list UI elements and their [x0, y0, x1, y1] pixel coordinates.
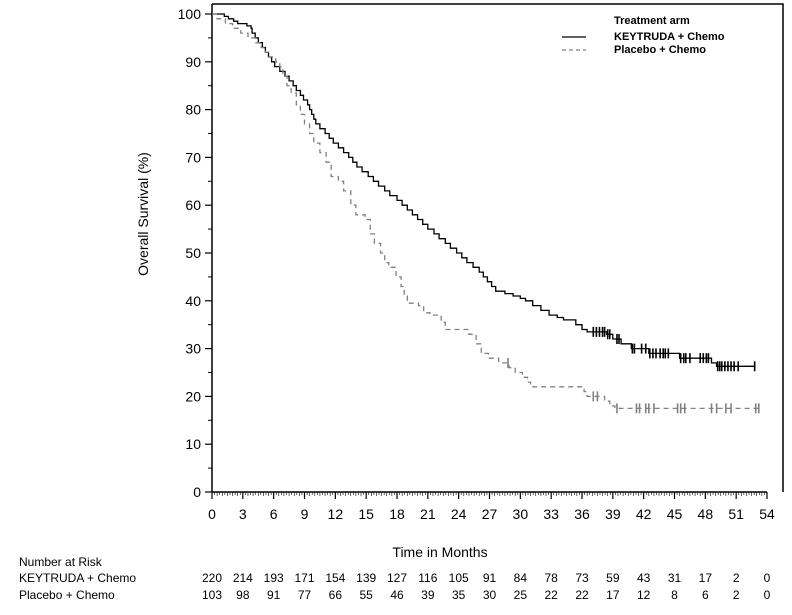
risk-value-placebo: 30: [483, 588, 497, 602]
x-tick-label: 15: [358, 506, 374, 522]
censor-marks: [507, 326, 760, 414]
x-tick-label: 45: [667, 506, 683, 522]
y-axis: 0 10 20 30 40 50 60 70 80 90 100: [178, 6, 212, 500]
x-tick-label: 39: [605, 506, 621, 522]
risk-values: 220 214 193 171 154 139 127 116 105 91 84 78 73 59 43 3…: [202, 571, 771, 602]
x-tick-label: 42: [636, 506, 652, 522]
risk-value-placebo: 66: [329, 588, 343, 602]
x-tick-label: 54: [759, 506, 775, 522]
x-tick-label: 21: [420, 506, 436, 522]
risk-value-keytruda: 220: [202, 571, 222, 585]
risk-value-keytruda: 127: [387, 571, 407, 585]
risk-value-placebo: 98: [236, 588, 250, 602]
risk-value-placebo: 39: [421, 588, 435, 602]
y-axis-title: Overall Survival (%): [135, 152, 151, 276]
risk-value-keytruda: 17: [699, 571, 713, 585]
risk-value-placebo: 2: [733, 588, 740, 602]
y-tick-label: 10: [185, 436, 201, 452]
y-tick-label: 0: [193, 484, 201, 500]
risk-value-keytruda: 0: [764, 571, 771, 585]
risk-value-placebo: 35: [452, 588, 466, 602]
risk-value-keytruda: 154: [325, 571, 345, 585]
plot-border: [212, 3, 784, 492]
x-tick-label: 9: [301, 506, 309, 522]
risk-value-placebo: 103: [202, 588, 222, 602]
risk-value-placebo: 0: [764, 588, 771, 602]
x-tick-label: 24: [451, 506, 467, 522]
survival-curves: [212, 13, 759, 410]
risk-value-keytruda: 78: [544, 571, 558, 585]
risk-value-keytruda: 214: [233, 571, 253, 585]
risk-value-keytruda: 171: [294, 571, 314, 585]
risk-value-placebo: 55: [359, 588, 373, 602]
y-tick-label: 80: [185, 102, 201, 118]
number-at-risk-table: Number at Risk KEYTRUDA + Chemo Placebo …: [19, 555, 771, 602]
risk-value-keytruda: 116: [418, 571, 437, 585]
risk-value-keytruda: 84: [514, 571, 528, 585]
legend-label-keytruda: KEYTRUDA + Chemo: [614, 31, 725, 43]
x-tick-label: 36: [574, 506, 590, 522]
y-tick-label: 100: [178, 6, 202, 22]
risk-value-keytruda: 73: [575, 571, 589, 585]
legend-label-placebo: Placebo + Chemo: [614, 44, 706, 56]
risk-value-keytruda: 105: [449, 571, 469, 585]
legend-title: Treatment arm: [614, 15, 690, 27]
risk-value-placebo: 8: [671, 588, 678, 602]
survival-curve-placebo: [212, 13, 759, 410]
survival-curve-keytruda: [212, 13, 755, 367]
legend: Treatment arm KEYTRUDA + Chemo Placebo +…: [562, 15, 725, 56]
x-axis-title: Time in Months: [392, 544, 487, 560]
x-tick-label: 18: [389, 506, 405, 522]
risk-value-keytruda: 91: [483, 571, 497, 585]
x-tick-label: 0: [208, 506, 216, 522]
risk-value-keytruda: 193: [264, 571, 284, 585]
risk-value-keytruda: 43: [637, 571, 651, 585]
y-tick-label: 60: [185, 197, 201, 213]
risk-value-placebo: 17: [606, 588, 620, 602]
y-tick-label: 50: [185, 245, 201, 261]
risk-value-placebo: 46: [390, 588, 404, 602]
risk-value-placebo: 25: [514, 588, 528, 602]
x-tick-label: 27: [482, 506, 498, 522]
risk-row-label-keytruda: KEYTRUDA + Chemo: [19, 571, 136, 585]
y-tick-label: 30: [185, 341, 201, 357]
y-tick-label: 90: [185, 54, 201, 70]
risk-value-placebo: 12: [637, 588, 651, 602]
x-tick-label: 48: [698, 506, 714, 522]
risk-value-keytruda: 31: [668, 571, 682, 585]
risk-value-placebo: 91: [267, 588, 281, 602]
y-tick-label: 20: [185, 388, 201, 404]
x-tick-label: 30: [513, 506, 529, 522]
risk-value-placebo: 22: [544, 588, 558, 602]
risk-value-placebo: 22: [575, 588, 589, 602]
x-tick-label: 12: [328, 506, 344, 522]
x-tick-label: 6: [270, 506, 278, 522]
y-tick-label: 70: [185, 149, 201, 165]
x-tick-label: 33: [543, 506, 559, 522]
x-axis: 0 3 6 9 12 15 18 21 24 27 30 33 36 39 42 45 48 51 54: [208, 492, 775, 522]
risk-value-placebo: 77: [298, 588, 312, 602]
risk-table-title: Number at Risk: [19, 555, 103, 569]
risk-value-keytruda: 2: [733, 571, 740, 585]
x-tick-label: 51: [728, 506, 744, 522]
risk-value-placebo: 6: [702, 588, 709, 602]
risk-value-keytruda: 139: [356, 571, 376, 585]
risk-row-label-placebo: Placebo + Chemo: [19, 588, 115, 602]
plot-frame: [211, 3, 784, 493]
y-tick-label: 40: [185, 293, 201, 309]
risk-value-keytruda: 59: [606, 571, 620, 585]
x-tick-label: 3: [239, 506, 247, 522]
